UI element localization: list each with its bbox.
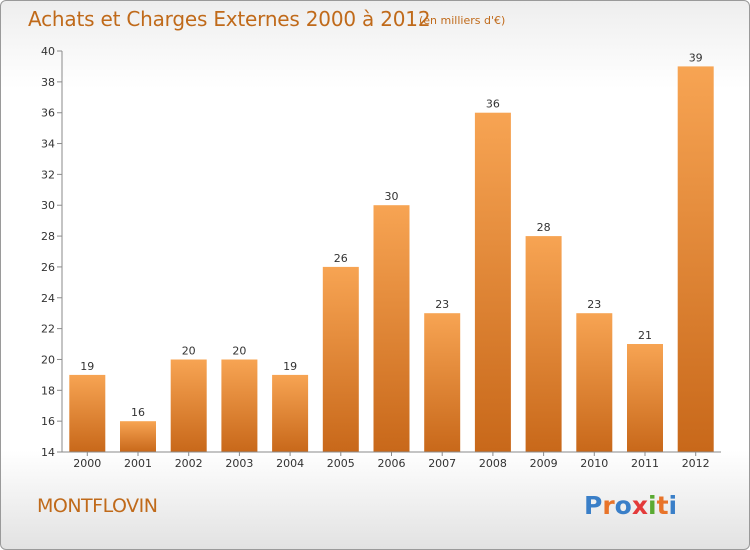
y-tick-label: 24 (41, 292, 55, 305)
bar-2005 (322, 266, 359, 452)
data-label-2009: 28 (537, 221, 551, 234)
chart-unit: (en milliers d'€) (419, 14, 506, 27)
bar-2001 (120, 421, 156, 452)
data-label-2004: 19 (283, 360, 297, 373)
y-axis: 14 16 18 20 22 24 26 28 30 32 34 36 38 40 (41, 45, 63, 459)
bar-2009 (525, 236, 562, 452)
x-tick-label-2012: 2012 (682, 457, 710, 470)
x-tick-label-2003: 2003 (225, 457, 253, 470)
bar-2011 (627, 344, 663, 452)
data-label-2010: 23 (587, 298, 601, 311)
proxiti-logo[interactable]: Proxiti (584, 491, 677, 520)
bar-2010 (576, 313, 613, 452)
x-tick-label-2010: 2010 (580, 457, 608, 470)
bar-2012 (677, 66, 714, 453)
logo-letter: i (648, 491, 657, 520)
x-tick-label-2000: 2000 (73, 457, 101, 470)
y-tick-label: 26 (41, 261, 55, 274)
x-tick-label-2004: 2004 (276, 457, 304, 470)
data-label-2012: 39 (689, 51, 703, 64)
y-tick-label: 22 (41, 323, 55, 336)
bar-2004 (272, 374, 309, 452)
bar-2008 (474, 112, 511, 452)
y-tick-label: 18 (41, 384, 55, 397)
commune-name: MONTFLOVIN (37, 495, 158, 517)
data-label-2006: 30 (385, 190, 399, 203)
chart-title: Achats et Charges Externes 2000 à 2012 (28, 7, 431, 31)
y-tick-label: 30 (41, 199, 55, 212)
x-tick-label-2007: 2007 (428, 457, 456, 470)
y-tick-label: 38 (41, 76, 55, 89)
data-label-2011: 21 (638, 329, 652, 342)
logo-letter: o (614, 491, 632, 520)
logo-letter: r (602, 491, 615, 520)
x-tick-label-2001: 2001 (124, 457, 152, 470)
y-tick-label: 28 (41, 230, 55, 243)
data-label-2000: 19 (80, 360, 94, 373)
data-label-2008: 36 (486, 98, 500, 111)
y-tick-label: 36 (41, 107, 55, 120)
logo-letter: P (584, 491, 603, 520)
data-label-2005: 26 (334, 252, 348, 265)
data-label-2003: 20 (232, 345, 246, 358)
y-tick-label: 34 (41, 138, 55, 151)
y-tick-label: 32 (41, 168, 55, 181)
x-tick-label-2006: 2006 (378, 457, 406, 470)
y-tick-label: 14 (41, 446, 55, 459)
bar-2006 (373, 205, 410, 452)
y-tick-label: 20 (41, 353, 55, 366)
y-tick-label: 40 (41, 45, 55, 58)
bar-2003 (221, 359, 258, 452)
data-label-2007: 23 (435, 298, 449, 311)
logo-letter: t (656, 491, 669, 520)
data-label-2001: 16 (131, 406, 145, 419)
y-tick-label: 16 (41, 415, 55, 428)
x-tick-label-2008: 2008 (479, 457, 507, 470)
x-tick-label-2011: 2011 (631, 457, 659, 470)
x-tick-label-2005: 2005 (327, 457, 355, 470)
data-label-2002: 20 (182, 345, 196, 358)
x-tick-label-2002: 2002 (175, 457, 203, 470)
bar-2002 (170, 359, 207, 452)
bar-2007 (424, 313, 461, 452)
x-tick-label-2009: 2009 (530, 457, 558, 470)
bar-2000 (69, 374, 106, 452)
x-axis: 2000 2001 2002 2003 2004 2005 2006 2007 2008 2009… (62, 451, 721, 470)
logo-letter: i (668, 491, 678, 520)
logo-letter: x (631, 491, 648, 520)
bars-group: 19 16 20 20 19 26 30 23 36 28 23 21 39 (69, 51, 714, 453)
